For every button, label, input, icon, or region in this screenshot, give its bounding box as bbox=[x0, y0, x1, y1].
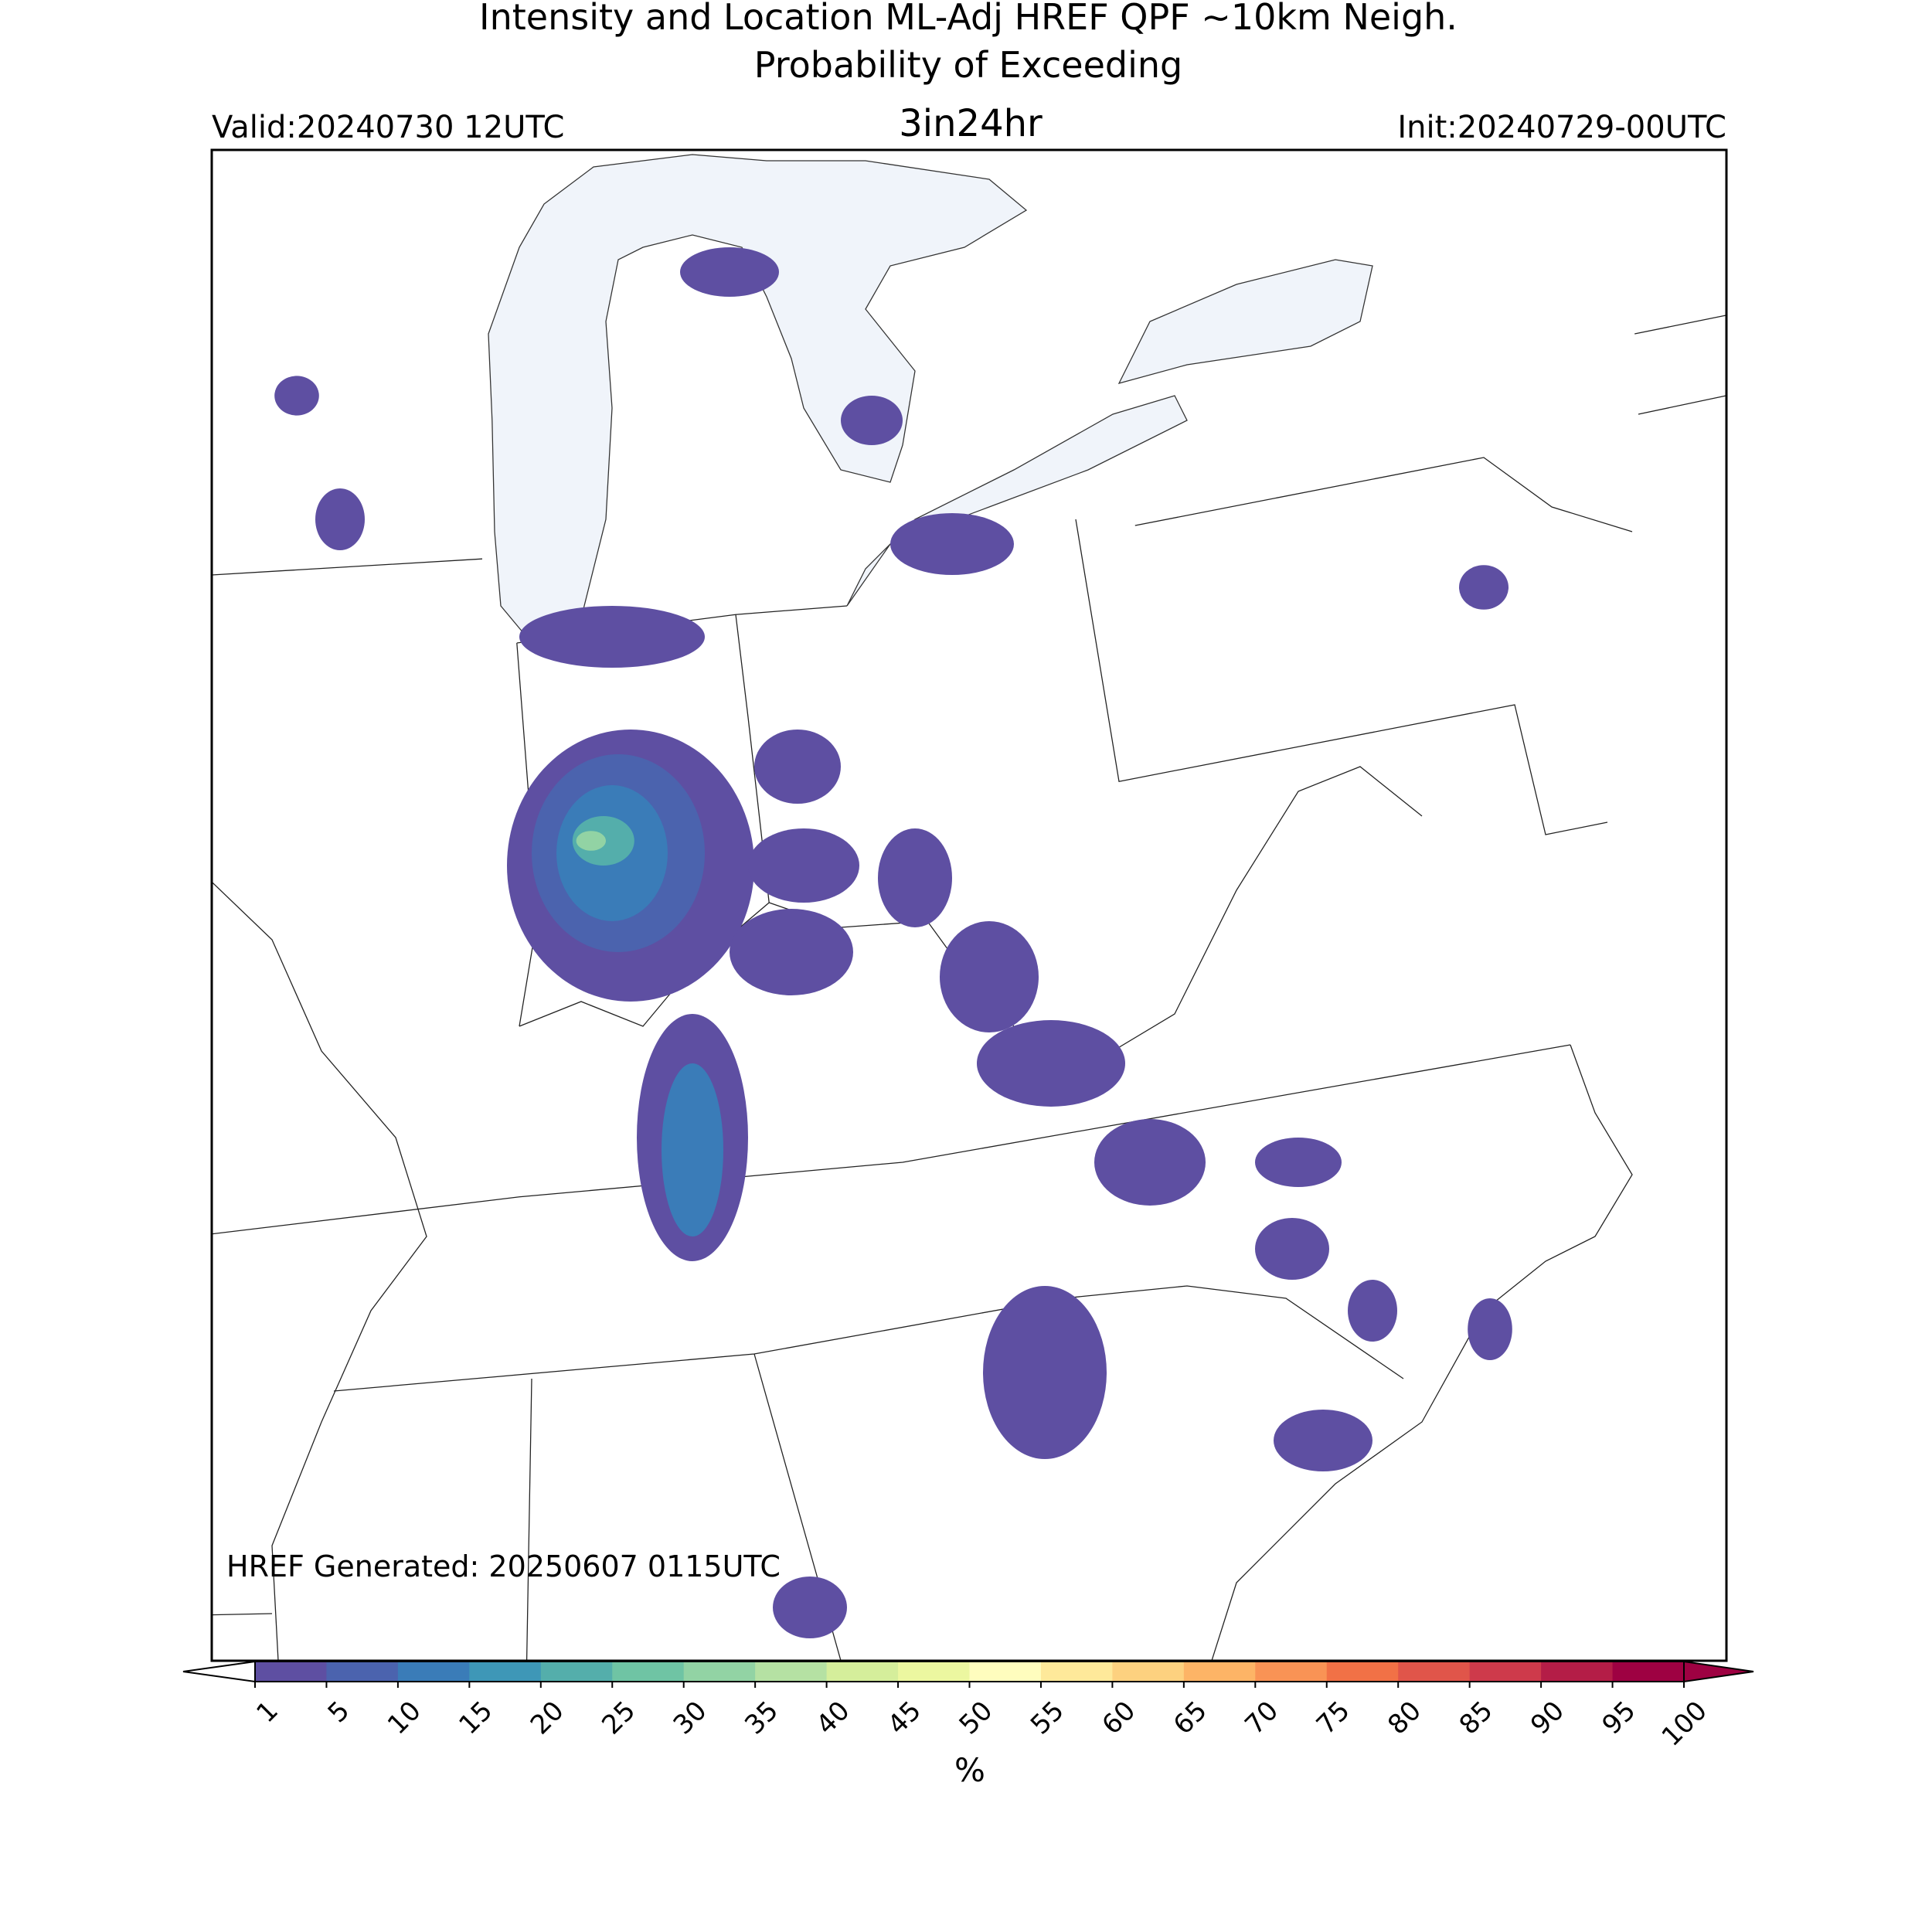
colorbar-tick-label: 15 bbox=[453, 1696, 498, 1741]
colorbar-over bbox=[1683, 1660, 1754, 1683]
colorbar-segment bbox=[469, 1662, 542, 1682]
colorbar-tick-label: 40 bbox=[811, 1696, 856, 1741]
colorbar-segment bbox=[1469, 1662, 1542, 1682]
colorbar-segment bbox=[1612, 1662, 1685, 1682]
precip-area bbox=[1459, 565, 1509, 610]
colorbar-segment bbox=[755, 1662, 828, 1682]
title-line: Probability of Exceeding bbox=[754, 44, 1182, 86]
precip-area bbox=[662, 1063, 723, 1236]
colorbar-tick-label: 25 bbox=[596, 1696, 641, 1741]
colorbar-tick-label: 70 bbox=[1239, 1696, 1284, 1741]
precip-area bbox=[773, 1577, 847, 1638]
precip-area bbox=[1468, 1298, 1512, 1360]
colorbar-segment bbox=[326, 1662, 399, 1682]
precip-area bbox=[890, 513, 1014, 575]
precip-area bbox=[1255, 1138, 1342, 1187]
colorbar-segment bbox=[1398, 1662, 1471, 1682]
boundaries bbox=[212, 315, 1726, 1661]
colorbar-segment bbox=[683, 1662, 756, 1682]
precip-area bbox=[1274, 1410, 1372, 1471]
precip-area bbox=[274, 376, 319, 416]
colorbar-segment bbox=[255, 1662, 327, 1682]
valid-time: Valid:20240730 12UTC bbox=[212, 110, 564, 145]
lake-ontario bbox=[1117, 259, 1373, 384]
precip-area bbox=[680, 247, 779, 297]
colorbar-tick-label: 55 bbox=[1025, 1696, 1070, 1741]
precip-area bbox=[977, 1020, 1125, 1107]
colorbar-segment bbox=[1326, 1662, 1399, 1682]
colorbar-tick-label: 20 bbox=[525, 1696, 570, 1741]
precip-area bbox=[315, 488, 365, 550]
map-frame bbox=[210, 148, 1728, 1662]
colorbar-tick-label: 35 bbox=[739, 1696, 784, 1741]
colorbar-segment bbox=[1112, 1662, 1185, 1682]
colorbar-segment bbox=[1040, 1662, 1113, 1682]
colorbar-tick-label: 60 bbox=[1096, 1696, 1141, 1741]
precip-area bbox=[1348, 1280, 1397, 1342]
precip-area bbox=[754, 730, 841, 804]
colorbar-tick-label: 30 bbox=[668, 1696, 713, 1741]
colorbar-segment bbox=[1255, 1662, 1328, 1682]
map bbox=[212, 154, 1726, 1661]
colorbar-segment bbox=[969, 1662, 1042, 1682]
colorbar-tick-label: 100 bbox=[1656, 1696, 1713, 1753]
precip-area bbox=[841, 396, 903, 445]
precip-area bbox=[1094, 1119, 1206, 1206]
colorbar-segment bbox=[397, 1662, 470, 1682]
colorbar-segment bbox=[826, 1662, 899, 1682]
precip-area bbox=[519, 606, 705, 668]
colorbar-tick-label: 10 bbox=[382, 1696, 427, 1741]
precip-area bbox=[576, 831, 606, 851]
colorbar-tick-label: 1 bbox=[250, 1696, 284, 1730]
colorbar-under bbox=[182, 1660, 256, 1683]
colorbar-segment bbox=[540, 1662, 613, 1682]
colorbar-tick-label: 65 bbox=[1168, 1696, 1213, 1741]
colorbar-segment bbox=[1541, 1662, 1614, 1682]
colorbar-tick-label: 90 bbox=[1525, 1696, 1570, 1741]
precip-area bbox=[748, 828, 859, 903]
precip-area bbox=[983, 1286, 1107, 1459]
colorbar-label: % bbox=[954, 1751, 985, 1789]
generated-note: HREF Generated: 20250607 0115UTC bbox=[226, 1549, 781, 1583]
colorbar-tick-label: 85 bbox=[1454, 1696, 1499, 1741]
threshold: 3in24hr bbox=[899, 102, 1043, 145]
colorbar-tick-label: 50 bbox=[954, 1696, 999, 1741]
precip-area bbox=[878, 828, 952, 927]
colorbar-segment bbox=[1183, 1662, 1256, 1682]
colorbar-tick-label: 5 bbox=[322, 1696, 356, 1730]
precip-area bbox=[1255, 1218, 1329, 1280]
colorbar-segment bbox=[612, 1662, 685, 1682]
precip-area bbox=[940, 921, 1039, 1032]
colorbar-tick-label: 45 bbox=[882, 1696, 927, 1741]
colorbar-segment bbox=[898, 1662, 970, 1682]
title-line: Intensity and Location ML-Adj HREF QPF ~… bbox=[479, 0, 1458, 38]
colorbar-tick-label: 80 bbox=[1382, 1696, 1427, 1741]
colorbar-tick-label: 95 bbox=[1597, 1696, 1642, 1741]
precip-area bbox=[730, 909, 853, 995]
init-time: Init:20240729-00UTC bbox=[1397, 110, 1726, 145]
colorbar-tick-label: 75 bbox=[1311, 1696, 1356, 1741]
